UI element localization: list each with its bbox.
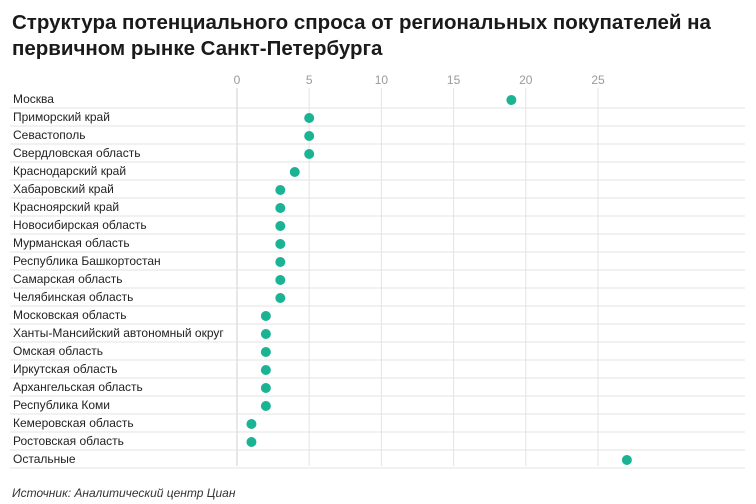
chart-title: Структура потенциального спроса от регио… [12, 11, 711, 60]
category-label: Московская область [13, 308, 127, 322]
data-point [275, 293, 286, 303]
data-point [260, 365, 271, 375]
data-point [304, 131, 315, 141]
x-axis-tick-labels: 0 5 10 15 20 25 [234, 73, 605, 87]
category-label: Хабаровский край [13, 182, 114, 196]
x-tick-label: 25 [591, 73, 605, 87]
category-label: Кемеровская область [13, 416, 134, 430]
category-label: Республика Коми [13, 398, 110, 412]
data-point [260, 347, 271, 357]
x-tick-label: 15 [447, 73, 461, 87]
source-note: Источник: Аналитический центр Циан [12, 486, 236, 500]
category-label: Иркутская область [13, 362, 118, 376]
data-point [289, 167, 300, 177]
data-point [304, 113, 315, 123]
category-label: Омская область [13, 344, 103, 358]
category-label: Краснодарский край [13, 164, 126, 178]
data-point [275, 275, 286, 285]
category-labels: Москва Приморский край Севастополь Свердлов… [13, 92, 224, 466]
category-label: Республика Башкортостан [13, 254, 161, 268]
category-label: Красноярский край [13, 200, 119, 214]
category-label: Самарская область [13, 272, 123, 286]
category-label: Мурманская область [13, 236, 130, 250]
data-point [275, 185, 286, 195]
grid-layer [10, 88, 745, 469]
x-tick-label: 20 [519, 73, 533, 87]
x-tick-label: 10 [375, 73, 389, 87]
data-point [246, 437, 257, 447]
data-point [260, 401, 271, 411]
data-point [304, 149, 315, 159]
data-point [506, 95, 517, 105]
category-label: Москва [13, 92, 54, 106]
category-label: Новосибирская область [13, 218, 147, 232]
data-point [275, 239, 286, 249]
data-point [621, 455, 632, 465]
category-label: Ростовская область [13, 434, 124, 448]
category-label: Севастополь [13, 128, 85, 142]
category-label: Приморский край [13, 110, 110, 124]
data-point [260, 383, 271, 393]
data-point [275, 203, 286, 213]
x-tick-label: 5 [306, 73, 313, 87]
data-points [246, 95, 632, 465]
category-label: Остальные [13, 452, 76, 466]
category-label: Челябинская область [13, 290, 133, 304]
category-label: Ханты-Мансийский автономный округ [13, 326, 224, 340]
data-point [246, 419, 257, 429]
category-label: Свердловская область [13, 146, 140, 160]
category-label: Архангельская область [13, 380, 143, 394]
data-point [260, 329, 271, 339]
x-tick-label: 0 [234, 73, 241, 87]
data-point [275, 221, 286, 231]
data-point [260, 311, 271, 321]
data-point [275, 257, 286, 267]
